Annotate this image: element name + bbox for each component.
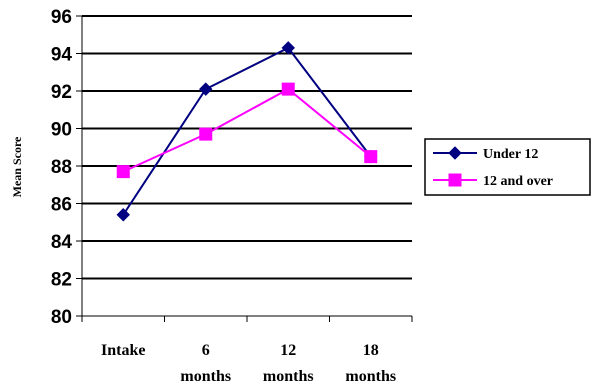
y-tick-label: 90 (51, 120, 72, 141)
series-line (122, 87, 372, 173)
y-tick-label: 94 (51, 45, 73, 66)
x-tick-label: Intake (101, 342, 145, 359)
y-tick-label: 88 (51, 157, 72, 178)
legend-label: Under 12 (483, 147, 538, 162)
legend-marker (448, 146, 462, 160)
legend: Under 12 12 and over (424, 138, 591, 196)
y-axis-title: Mean Score (10, 136, 24, 197)
x-tick-label: 6 months (180, 342, 231, 385)
series-1 (116, 41, 378, 222)
data-point (116, 208, 130, 222)
x-tick-label: 12 months (263, 342, 314, 385)
data-point (116, 165, 130, 179)
series-2 (116, 82, 378, 179)
y-tick-label: 92 (51, 82, 72, 103)
data-point (199, 127, 213, 141)
legend-entry: 12 and over (433, 173, 553, 189)
y-tick-label: 96 (51, 7, 72, 28)
y-tick-label: 84 (51, 232, 73, 253)
legend-entry: Under 12 (433, 146, 538, 162)
series-line (122, 46, 372, 216)
axes (76, 15, 413, 322)
y-tick-labels: 80 82 84 86 88 90 92 94 96 (51, 7, 73, 328)
x-tick-label: 18 months (345, 342, 396, 385)
y-tick-label: 86 (51, 195, 72, 216)
y-tick-label: 82 (51, 270, 72, 291)
legend-label: 12 and over (483, 174, 553, 189)
y-tick-label: 80 (51, 307, 72, 328)
data-point (281, 82, 295, 96)
legend-marker (448, 173, 462, 187)
data-point (199, 82, 213, 96)
data-point (281, 41, 295, 55)
x-tick-labels: Intake 6 months 12 months 18 months (101, 342, 396, 385)
data-point (364, 150, 378, 164)
series (116, 41, 378, 222)
